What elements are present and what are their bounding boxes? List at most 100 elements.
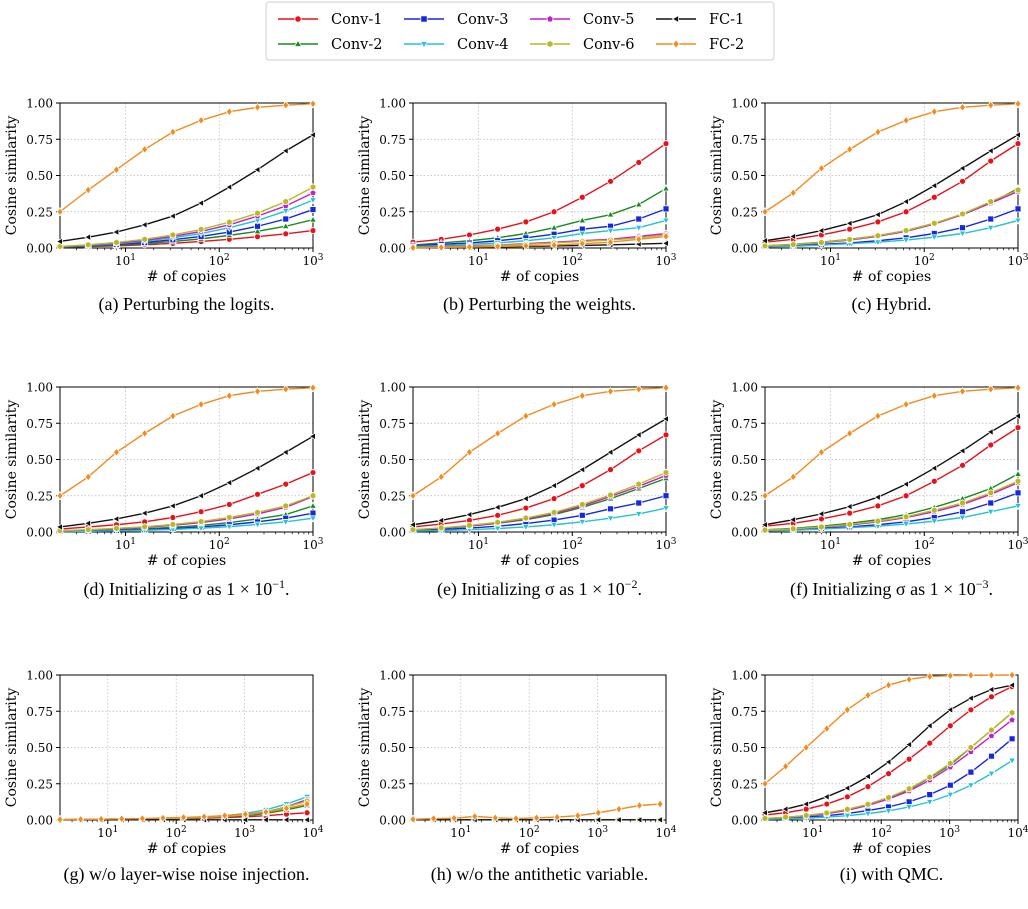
data-point — [946, 671, 954, 681]
series-line — [764, 712, 1013, 820]
subplot-a: 0.00 0.25 0.50 0.75 1.00 101 102 103 # of copies… — [4, 97, 324, 286]
data-point — [874, 411, 882, 421]
series-conv-6 — [409, 468, 670, 534]
data-point — [579, 500, 586, 509]
subplot-d: 0.00 0.25 0.50 0.75 1.00 101 102 103 # of copies… — [4, 381, 324, 570]
data-point — [56, 207, 64, 217]
data-point — [200, 812, 208, 822]
data-point — [141, 523, 148, 531]
data-point — [966, 694, 974, 703]
caption-text: (f) Initializing σ as 1 × 10 — [789, 579, 976, 599]
data-point — [761, 242, 769, 250]
data-point — [594, 808, 602, 818]
y-tick-label: 0.25 — [26, 777, 53, 791]
data-point — [874, 502, 882, 510]
x-tick-label: 102 — [871, 825, 892, 840]
data-point — [408, 520, 416, 529]
series-fc-2 — [409, 383, 670, 501]
data-point — [905, 785, 913, 793]
data-point — [874, 218, 882, 226]
subplot-c: 0.00 0.25 0.50 0.75 1.00 101 102 103 # of copies… — [709, 97, 1028, 286]
data-point — [885, 770, 892, 777]
data-point — [141, 428, 149, 438]
legend-marker — [293, 39, 303, 47]
data-point — [282, 215, 290, 223]
data-point — [578, 511, 586, 519]
data-point — [112, 165, 120, 175]
data-point — [988, 726, 995, 734]
data-point — [197, 517, 205, 526]
data-point — [84, 241, 92, 249]
legend-marker — [546, 40, 554, 48]
data-point — [466, 521, 473, 530]
data-point — [823, 809, 831, 817]
series-line — [59, 186, 314, 248]
data-point — [138, 813, 146, 824]
data-point — [662, 505, 670, 513]
data-point — [959, 102, 967, 112]
data-point — [930, 518, 939, 526]
y-axis-label: Cosine similarity — [357, 688, 373, 808]
y-tick-label: 0.00 — [731, 814, 758, 828]
data-point — [282, 502, 290, 510]
legend-entry-conv-6: Conv-6 — [530, 37, 634, 53]
data-point — [760, 236, 768, 245]
legend-label: Conv-2 — [331, 37, 382, 53]
y-tick-label: 0.75 — [26, 417, 53, 431]
y-tick-label: 0.50 — [731, 169, 758, 183]
y-tick-label: 1.00 — [731, 381, 758, 395]
y-tick-label: 0.75 — [379, 133, 406, 147]
data-point — [196, 199, 204, 208]
data-point — [253, 165, 261, 174]
caption-text: (g) w/o layer-wise noise injection. — [63, 864, 310, 884]
data-point — [550, 495, 558, 503]
data-point — [634, 200, 643, 208]
legend-entry-fc-2: FC-2 — [656, 37, 744, 53]
data-point — [959, 499, 966, 507]
y-tick-label: 0.75 — [379, 417, 406, 431]
data-point — [309, 383, 317, 393]
series-line — [764, 143, 1019, 243]
x-tick-label: 102 — [562, 253, 583, 268]
data-point — [521, 494, 529, 503]
data-point — [112, 514, 120, 523]
y-tick-label: 0.00 — [379, 526, 406, 540]
series-line — [412, 434, 667, 528]
data-point — [987, 770, 996, 778]
data-point — [56, 815, 64, 825]
data-point — [112, 447, 120, 457]
x-tick-label: 101 — [820, 537, 841, 552]
data-point — [302, 815, 310, 824]
data-point — [822, 792, 830, 801]
data-point — [902, 208, 910, 216]
data-point — [282, 197, 290, 206]
data-point — [225, 107, 233, 117]
legend-frame — [265, 1, 775, 61]
data-point — [226, 218, 233, 226]
data-point — [1014, 424, 1022, 432]
series-line — [412, 187, 667, 246]
data-point — [309, 206, 317, 213]
data-point — [281, 519, 290, 527]
data-point — [512, 813, 520, 824]
series-conv-6 — [761, 186, 1022, 250]
data-point — [844, 805, 851, 814]
data-point — [801, 800, 809, 809]
data-point — [987, 100, 995, 110]
y-tick-label: 0.25 — [26, 205, 53, 219]
data-point — [282, 100, 290, 110]
x-tick-label: 101 — [115, 537, 136, 552]
subplot-e: 0.00 0.25 0.50 0.75 1.00 101 102 103 # of copies… — [357, 381, 677, 570]
data-point — [987, 670, 995, 680]
data-point — [465, 510, 473, 519]
data-point — [926, 739, 934, 747]
data-point — [931, 506, 938, 515]
data-point — [83, 519, 92, 528]
y-tick-label: 0.75 — [379, 705, 406, 719]
data-point — [817, 509, 825, 518]
y-axis-label: Cosine similarity — [4, 400, 20, 520]
series-line — [412, 418, 667, 526]
y-tick-label: 0.50 — [731, 741, 758, 755]
data-point — [902, 399, 910, 409]
